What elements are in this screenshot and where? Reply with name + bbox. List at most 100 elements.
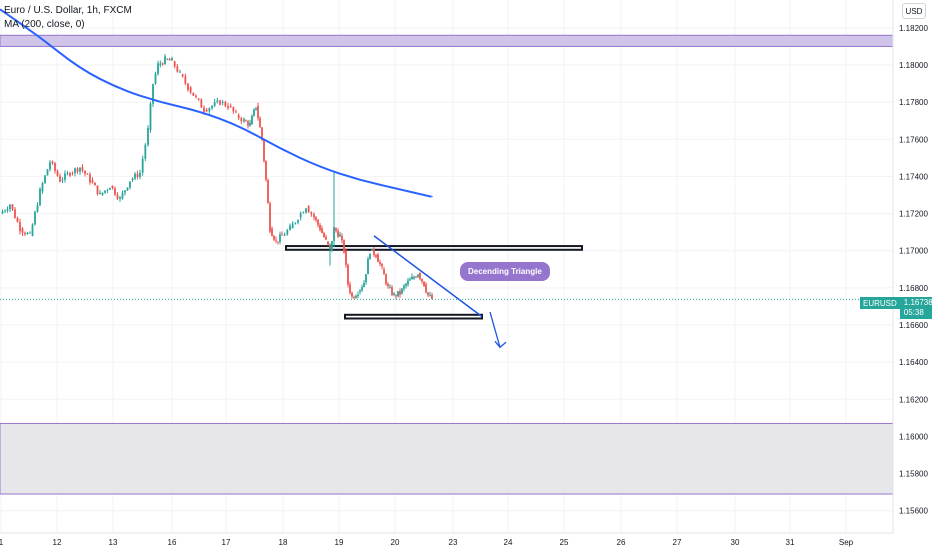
candle-body <box>431 294 433 299</box>
candle-body <box>144 144 147 159</box>
indicator-legend: MA (200, close, 0) <box>4 19 85 30</box>
candle-body <box>327 241 329 245</box>
candle-body <box>347 264 349 285</box>
candle-body <box>367 258 369 275</box>
candle-body <box>337 230 339 237</box>
candle-body <box>369 253 371 259</box>
candle-body <box>240 118 243 122</box>
candle-body <box>263 139 265 161</box>
candle-body <box>200 99 203 108</box>
candle-body <box>381 263 383 267</box>
candle-body <box>21 228 24 233</box>
candle-body <box>407 280 409 285</box>
candle-body <box>184 76 187 84</box>
candle-body <box>375 254 377 257</box>
candle-body <box>245 120 247 122</box>
candle-body <box>64 173 66 180</box>
candle-body <box>297 220 299 223</box>
candle-body <box>187 83 189 90</box>
candle-body <box>39 188 41 206</box>
candle-body <box>121 192 124 199</box>
candle-body <box>389 287 391 289</box>
candle-body <box>24 232 26 235</box>
candle-body <box>417 274 419 278</box>
candle-body <box>425 284 427 293</box>
candle-body <box>385 274 387 285</box>
candle-body <box>341 235 343 241</box>
candle-body <box>126 187 129 191</box>
candle-body <box>286 230 289 235</box>
candle-body <box>413 276 415 279</box>
candle-body <box>166 58 169 60</box>
candle-body <box>189 87 192 93</box>
candle-body <box>81 167 84 171</box>
candle-body <box>61 179 64 181</box>
price-tick-label: 1.16800 <box>899 284 928 293</box>
price-tick-label: 1.16200 <box>899 395 928 404</box>
candle-body <box>415 276 417 278</box>
candle-body <box>71 172 74 174</box>
candle-body <box>129 181 131 188</box>
time-tick-label: 25 <box>560 538 569 547</box>
descending-triangle-label[interactable]: Decending Triangle <box>460 262 550 281</box>
candle-body <box>205 109 208 112</box>
candle-body <box>251 115 253 125</box>
candle-body <box>359 290 361 292</box>
candle-body <box>1 211 4 214</box>
candle-body <box>213 102 216 106</box>
price-tick-label: 1.16600 <box>899 321 928 330</box>
price-tick-label: 1.17200 <box>899 210 928 219</box>
candle-body <box>345 250 347 265</box>
candle-body <box>19 222 21 232</box>
zone-gray <box>0 422 894 495</box>
time-tick-label: 24 <box>504 538 513 547</box>
price-tick-label: 1.17600 <box>899 135 928 144</box>
candle-body <box>353 297 355 298</box>
bar-countdown: 05:38 <box>903 308 924 317</box>
last-price-tag: EURUSD 1.16738 05:38 <box>860 297 932 319</box>
candle-body <box>257 105 259 118</box>
candle-body <box>421 278 423 282</box>
candle-body <box>279 234 281 242</box>
candle-body <box>373 248 375 255</box>
candle-body <box>317 219 319 225</box>
candle-body <box>351 292 353 297</box>
candle-body <box>99 192 101 195</box>
time-tick-label: 13 <box>109 538 118 547</box>
candle-body <box>355 296 357 298</box>
candle-body <box>349 284 351 293</box>
time-tick-label: 19 <box>335 538 344 547</box>
candle-body <box>106 189 109 191</box>
candle-body <box>14 209 16 219</box>
time-tick-label: Sep <box>839 538 854 547</box>
candle-body <box>411 276 413 280</box>
candle-body <box>310 212 313 215</box>
candle-body <box>267 180 269 204</box>
candle-body <box>79 167 81 172</box>
time-tick-label: 17 <box>222 538 231 547</box>
candle-body <box>211 105 213 109</box>
candle-body <box>365 274 367 283</box>
candle-body <box>391 287 393 295</box>
candle-body <box>379 262 381 264</box>
candle-body <box>157 63 159 74</box>
candle-body <box>323 233 325 238</box>
currency-button[interactable]: USD <box>902 3 926 19</box>
candle-body <box>224 101 227 107</box>
candle-body <box>104 190 106 193</box>
candle-body <box>255 107 257 110</box>
candle-body <box>147 128 149 145</box>
candle-body <box>124 190 126 193</box>
candle-body <box>387 284 389 287</box>
time-tick-label: 20 <box>391 538 400 547</box>
symbol-legend: Euro / U.S. Dollar, 1h, FXCM <box>4 5 132 16</box>
candle-body <box>227 106 229 109</box>
candle-body <box>249 122 251 126</box>
candle-body <box>181 74 184 77</box>
zones-layer <box>0 34 894 495</box>
candle-body <box>319 224 321 231</box>
candle-body <box>74 168 76 174</box>
candle-body <box>154 73 157 84</box>
candle-body <box>253 109 255 116</box>
